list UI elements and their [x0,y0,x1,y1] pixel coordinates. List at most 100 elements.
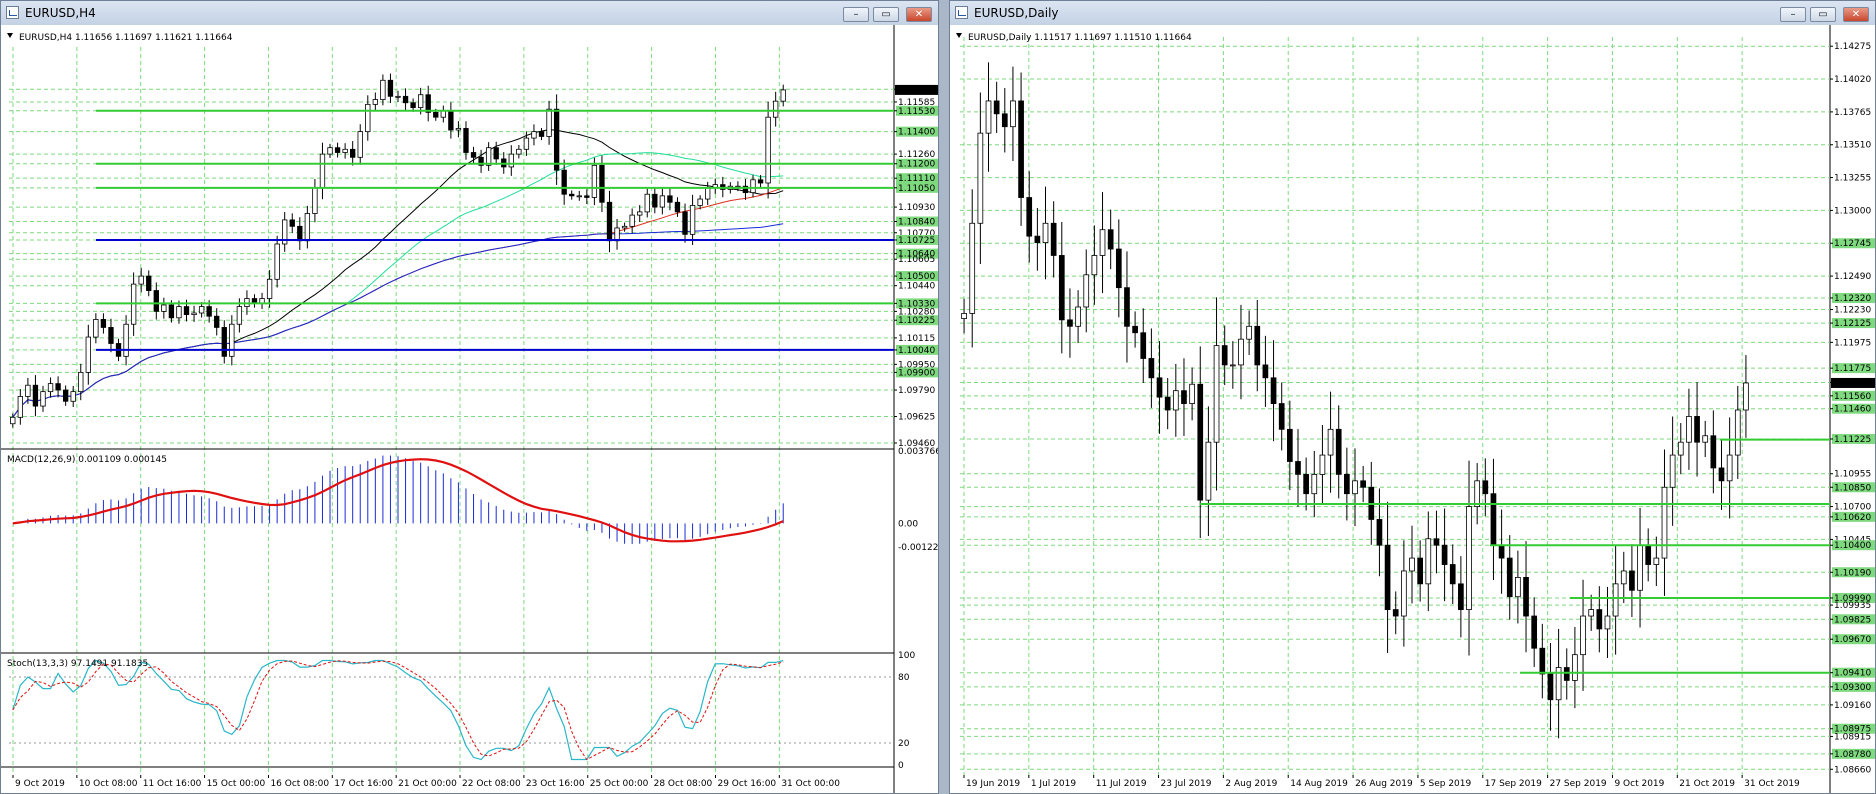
level-tick-badge [1832,390,1875,401]
price-tick-label: 1.10605 [898,255,935,265]
candle-body [168,304,175,319]
daily-titlebar[interactable]: EURUSD,Daily – ▭ ✕ [950,1,1875,26]
level-tick-badge [1832,318,1875,329]
price-tick-label: 1.12230 [1834,306,1871,316]
price-tick-label: 1.09160 [1834,701,1871,711]
price-tick-label: 1.11050 [898,184,935,194]
daily-chart-window[interactable]: EURUSD,Daily – ▭ ✕ 1.14275 1.14020 1.13765… [949,0,1876,794]
restore-button[interactable]: ▭ [873,7,899,22]
level-tick-badge [1832,482,1875,493]
candle-body [1563,667,1570,681]
macd-tick-label: 0.003766 [898,447,938,457]
candle-body [78,371,84,393]
candle-body [697,198,703,206]
minimize-button[interactable]: – [843,7,869,22]
candle-body [1588,609,1595,617]
candle-body [1433,538,1440,546]
candle-body [1539,647,1546,675]
time-tick-label: 23 Oct 16:00 [526,779,585,789]
candle-body [304,213,311,242]
price-tick-label: 1.14275 [1834,42,1871,52]
price-tick-label: 1.09670 [1834,635,1871,645]
candle-body [614,227,620,242]
macd-signal-line [12,458,784,543]
candle-body [1278,403,1285,430]
level-tick-badge [1832,634,1875,645]
price-tick-label: 1.12490 [1834,272,1871,282]
candle-body [342,148,348,153]
candle-body [1172,390,1179,411]
window-splitter[interactable] [939,0,949,794]
candle-body [1067,319,1073,327]
candle-body [682,211,688,235]
daily-chart-canvas[interactable]: 1.14275 1.14020 1.13765 1.13510 1.13255 1.130… [950,25,1875,793]
candle-body [1612,583,1619,617]
price-tick-label: 1.10725 [898,236,935,246]
minimize-button[interactable]: – [1780,7,1806,22]
h4-titlebar[interactable]: EURUSD,H4 – ▭ ✕ [1,1,938,26]
current-price-label: 1.11664 [1834,379,1871,389]
candle-body [229,323,235,357]
price-tick-label: 1.11560 [1834,392,1871,402]
candle-body [1743,382,1749,411]
candle-body [621,225,628,229]
candle-body [191,312,197,316]
price-tick-label: 1.09410 [1834,669,1871,679]
candle-body [236,306,243,325]
symbol-header: EURUSD,Daily 1.11517 1.11697 1.11510 1.1… [968,33,1192,43]
price-tick-label: 1.10400 [1834,541,1871,551]
candle-body [153,290,159,312]
candle-body [108,327,114,344]
price-tick-label: 1.10640 [898,250,935,260]
candle-body [629,214,635,227]
candle-body [1620,570,1627,585]
h4-chart-window[interactable]: EURUSD,H4 – ▭ ✕ 1.116641.115851.115301.1… [0,0,939,794]
candle-body [961,313,967,319]
level-tick-badge [1832,292,1875,303]
level-tick-badge [896,344,938,355]
candle-body [561,169,567,195]
time-tick-label: 10 Oct 08:00 [79,779,138,789]
candle-body [387,79,394,97]
price-tick-label: 1.10280 [898,307,935,317]
candle-body [773,100,779,118]
level-tick-badge [1832,593,1875,604]
price-tick-label: 1.11110 [898,174,935,184]
stoch-tick-label: 100 [898,651,915,661]
time-tick-label: 1 Jul 2019 [1031,779,1076,789]
restore-button[interactable]: ▭ [1810,7,1836,22]
candle-body [1653,557,1660,565]
moving-average-line-4 [12,223,784,418]
candle-body [1392,609,1399,617]
price-tick-label: 1.11200 [898,160,935,170]
candle-body [1327,428,1334,456]
level-tick-badge [1832,681,1875,692]
candle-body [644,193,650,213]
price-tick-label: 1.10770 [898,229,935,239]
candle-body [206,306,212,317]
candle-body [1262,364,1269,379]
price-tick-label: 1.13765 [1834,108,1871,118]
close-button[interactable]: ✕ [906,7,932,22]
candle-body [198,306,205,314]
candle-body [433,111,439,118]
time-tick-label: 5 Sep 2019 [1420,779,1472,789]
candle-body [1498,544,1505,559]
level-tick-badge [1832,433,1875,444]
candle-body [1018,100,1024,198]
time-tick-label: 14 Aug 2019 [1290,779,1348,789]
candle-body [1058,255,1065,321]
price-tick-label: 1.10850 [1834,483,1871,493]
candle-body [493,147,499,160]
candle-body [1001,113,1008,128]
chart-background [1,25,938,793]
candle-body [705,187,711,200]
candle-body [977,132,984,224]
candle-body [1181,390,1187,404]
close-button[interactable]: ✕ [1843,7,1869,22]
chart-background [950,25,1875,793]
price-tick-label: 1.10330 [898,299,935,309]
price-tick-label: 1.09900 [898,368,935,378]
price-tick-label: 1.14020 [1834,75,1871,85]
